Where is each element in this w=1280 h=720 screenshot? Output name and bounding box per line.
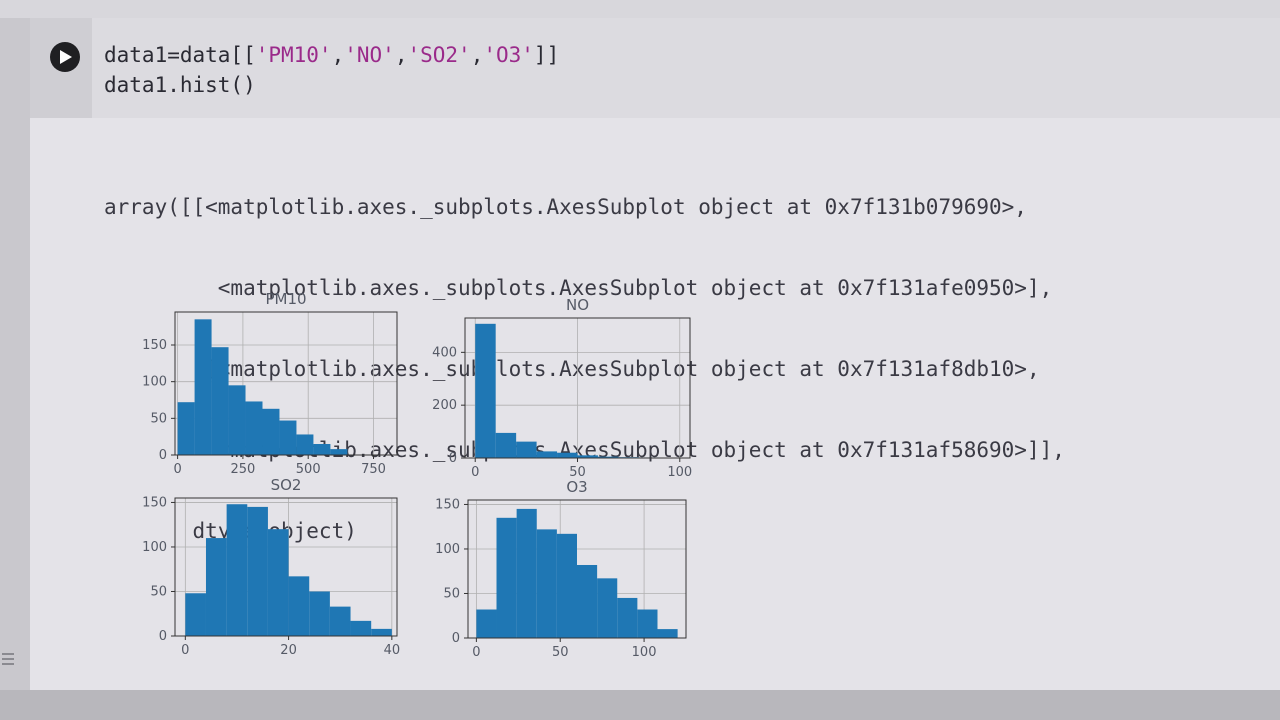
histogram-bar bbox=[496, 517, 517, 638]
output-line: [<matplotlib.axes._subplots.AxesSubplot … bbox=[104, 357, 1040, 381]
histogram-bar bbox=[262, 408, 280, 455]
y-tick-label: 200 bbox=[432, 398, 457, 413]
histogram-bar bbox=[516, 441, 537, 458]
x-tick-label: 40 bbox=[384, 643, 401, 658]
x-tick-label: 100 bbox=[632, 645, 657, 660]
y-tick-label: 0 bbox=[449, 451, 457, 466]
histogram-bar bbox=[536, 451, 558, 458]
histogram-bar bbox=[309, 591, 330, 636]
histogram-bar bbox=[330, 449, 348, 455]
histogram-bar bbox=[516, 508, 537, 638]
histogram-bar bbox=[536, 529, 557, 638]
cell-input[interactable]: data1=data[['PM10','NO','SO2','O3']] data… bbox=[30, 18, 1280, 118]
histogram-bar bbox=[247, 506, 268, 636]
code-editor[interactable]: data1=data[['PM10','NO','SO2','O3']] data… bbox=[104, 40, 559, 100]
histogram-bar bbox=[556, 533, 577, 638]
histogram-bar bbox=[371, 628, 392, 636]
output-line: <matplotlib.axes._subplots.AxesSubplot o… bbox=[104, 276, 1053, 300]
panel-title: NO bbox=[566, 296, 589, 314]
code-string: 'PM10' bbox=[255, 43, 332, 67]
y-tick-label: 150 bbox=[142, 338, 167, 353]
histogram-bar bbox=[350, 620, 372, 636]
histogram-bar bbox=[296, 434, 314, 455]
y-tick-label: 50 bbox=[443, 586, 460, 601]
histogram-panel-2: 0 50 100 0 200 400 NO bbox=[432, 296, 692, 480]
histogram-bar bbox=[226, 504, 248, 636]
y-tick-label: 400 bbox=[432, 345, 457, 360]
histogram-bar bbox=[476, 609, 497, 638]
histogram-bar bbox=[267, 529, 289, 636]
cell-output-text: array([[<matplotlib.axes._subplots.AxesS… bbox=[104, 140, 1065, 599]
histogram-panel-4: 0 50 100 0 50 100 150 O3 bbox=[435, 478, 687, 660]
histogram-bar bbox=[617, 597, 638, 638]
y-tick-label: 100 bbox=[142, 375, 167, 390]
histogram-bar bbox=[205, 538, 227, 636]
histogram-bar bbox=[288, 576, 310, 636]
axes-frame bbox=[467, 499, 687, 639]
y-tick-label: 150 bbox=[435, 497, 460, 512]
code-string: 'SO2' bbox=[407, 43, 471, 67]
code-string: 'NO' bbox=[344, 43, 395, 67]
histogram-panel-3: 0 20 40 0 50 100 150 SO2 bbox=[142, 476, 400, 658]
code-line-1: data1=data[['PM10','NO','SO2','O3']] bbox=[104, 43, 560, 67]
histogram-bar bbox=[194, 319, 212, 455]
x-tick-label: 100 bbox=[667, 465, 692, 480]
code-line-2: data1.hist() bbox=[104, 73, 256, 97]
x-tick-label: 750 bbox=[361, 462, 386, 477]
y-tick-label: 0 bbox=[159, 629, 167, 644]
histogram-bar bbox=[329, 606, 351, 636]
bottom-strip bbox=[0, 690, 1280, 720]
x-tick-label: 50 bbox=[569, 465, 586, 480]
histogram-bar bbox=[577, 455, 598, 458]
cell-gutter bbox=[30, 18, 92, 118]
histogram-bar bbox=[657, 629, 678, 638]
histogram-bar bbox=[597, 456, 619, 458]
output-line: array([[<matplotlib.axes._subplots.AxesS… bbox=[104, 195, 1027, 219]
histogram-bar bbox=[279, 420, 297, 455]
panel-title: O3 bbox=[566, 478, 587, 496]
run-cell-button[interactable] bbox=[50, 42, 80, 72]
browser-top-strip bbox=[0, 0, 1280, 18]
axes-frame bbox=[174, 311, 398, 456]
panel-title: SO2 bbox=[271, 476, 302, 494]
histogram-bar bbox=[185, 593, 206, 636]
x-tick-label: 0 bbox=[472, 645, 480, 660]
histogram-bar bbox=[245, 401, 263, 455]
axes-frame bbox=[174, 497, 398, 637]
code-string: 'O3' bbox=[483, 43, 534, 67]
x-tick-label: 500 bbox=[296, 462, 321, 477]
histogram-bar bbox=[313, 444, 331, 455]
y-tick-label: 150 bbox=[142, 495, 167, 510]
histogram-bar bbox=[228, 385, 246, 455]
histogram-bar bbox=[577, 564, 598, 638]
y-tick-label: 50 bbox=[150, 584, 167, 599]
y-tick-label: 100 bbox=[435, 542, 460, 557]
y-tick-label: 0 bbox=[159, 448, 167, 463]
x-tick-label: 0 bbox=[181, 643, 189, 658]
histogram-bar bbox=[597, 578, 618, 638]
histogram-bar bbox=[211, 347, 229, 455]
histogram-bar bbox=[557, 452, 578, 458]
y-tick-label: 100 bbox=[142, 540, 167, 555]
play-icon bbox=[60, 50, 72, 64]
x-tick-label: 250 bbox=[230, 462, 255, 477]
y-tick-label: 0 bbox=[452, 631, 460, 646]
x-tick-label: 50 bbox=[552, 645, 569, 660]
y-tick-label: 50 bbox=[150, 411, 167, 426]
histogram-bar bbox=[177, 402, 195, 455]
x-tick-label: 0 bbox=[173, 462, 181, 477]
panel-title: PM10 bbox=[265, 290, 306, 308]
histogram-panel-1: 0 250 500 750 0 50 100 150 PM10 bbox=[142, 290, 398, 477]
x-tick-label: 20 bbox=[280, 643, 297, 658]
histogram-bar bbox=[495, 432, 517, 458]
histogram-bar bbox=[637, 609, 658, 638]
histogram-bar bbox=[475, 323, 496, 458]
menu-icon[interactable] bbox=[0, 650, 16, 670]
x-tick-label: 0 bbox=[471, 465, 479, 480]
